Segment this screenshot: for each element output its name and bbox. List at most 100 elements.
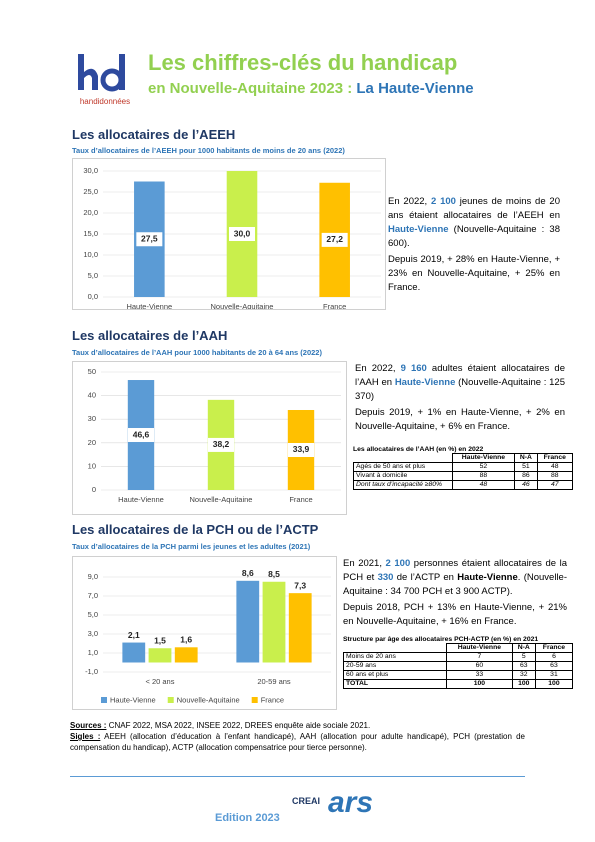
chart-title: Taux d’allocataires de l’AEEH pour 1000 … — [72, 146, 345, 155]
paragraph-line: En 2022, 2 100 jeunes de moins de 20 ans… — [388, 195, 560, 251]
text-run: adultes étaient allocataires de l’AAH en — [355, 363, 565, 388]
cell: 100 — [511, 679, 536, 689]
edition: Edition 2023 — [215, 812, 280, 824]
column-header: N-A — [514, 453, 538, 463]
value-label-box — [128, 428, 154, 443]
value-label-box — [321, 232, 348, 247]
legend-label: France — [261, 695, 284, 704]
bar — [236, 580, 260, 663]
chart-title: Taux d’allocataires de la PCH parmi les … — [72, 542, 311, 551]
value-label: 7,3 — [294, 580, 306, 590]
y-tick-label: 1,0 — [88, 648, 98, 657]
text-run: Haute-Vienne — [457, 572, 518, 583]
x-tick-label: < 20 ans — [146, 677, 175, 686]
subtitle-text: en Nouvelle-Aquitaine 2023 : — [148, 80, 357, 97]
value-label-box — [208, 437, 234, 452]
cell: 48 — [451, 480, 516, 490]
table-block: Les allocataires de l’AAH (en %) en 2022… — [353, 446, 574, 490]
text-run: Sources : — [70, 721, 107, 730]
cell: 47 — [536, 480, 574, 490]
cell: 100 — [446, 679, 513, 689]
row-label: TOTAL — [342, 679, 448, 689]
x-tick-label: Nouvelle-Aquitaine — [190, 495, 253, 504]
text-run: 2 100 — [385, 558, 411, 569]
sigles: Sigles : AEEH (allocation d’éducation à … — [70, 731, 525, 753]
subtitle-place: La Haute-Vienne — [356, 80, 474, 97]
value-label: 1,6 — [180, 635, 192, 645]
table-block: Structure par âge des allocataires PCH-A… — [342, 636, 574, 689]
legend-swatch — [167, 697, 174, 703]
text-run: En 2021, — [343, 558, 386, 569]
text-run: 9 160 — [400, 363, 427, 374]
y-tick-label: 7,0 — [88, 591, 98, 600]
value-label-box — [288, 442, 314, 457]
value-label: 2,1 — [128, 630, 140, 640]
table: Haute-Vienne N-A France Moins de 20 ans 7 5 6 2… — [342, 643, 574, 689]
column-header: France — [536, 453, 574, 463]
y-tick-label: -1,0 — [85, 667, 98, 676]
paragraph-line: En 2022, 9 160 adultes étaient allocatai… — [355, 362, 565, 404]
chart: 0 10 20 30 40 50 Haute-Vienne 46,6 Nouvelle-Aqui… — [72, 361, 347, 515]
cell: 5 — [511, 652, 536, 662]
text-run: Depuis 2018, PCH + 13% en Haute-Vienne, … — [343, 602, 567, 627]
text-run: Depuis 2019, + 28% en Haute-Vienne, + 23… — [388, 254, 560, 293]
value-label: 1,5 — [154, 636, 166, 646]
row-label: Dont taux d’incapacité ≥80% — [353, 480, 453, 490]
partner-logo: CREAI — [292, 796, 321, 806]
section-heading: Les allocataires de la PCH ou de l’ACTP — [72, 522, 319, 537]
table-row: Vivant à domicile 88 86 88 — [353, 471, 574, 481]
value-label: 33,9 — [293, 444, 310, 454]
table-title: Structure par âge des allocataires PCH-A… — [343, 636, 539, 643]
y-tick-label: 10 — [88, 461, 96, 470]
text-run: 2 100 — [431, 196, 456, 207]
cell: 6 — [534, 652, 574, 662]
paragraph: En 2022, 2 100 jeunes de moins de 20 ans… — [388, 195, 560, 297]
text-run: En 2022, — [355, 363, 401, 374]
section-heading: Les allocataires de l’AEEH — [72, 127, 236, 142]
text-run: personnes étaient allocataires de la PCH… — [343, 558, 567, 583]
y-tick-label: 0,0 — [88, 292, 98, 301]
value-label: 30,0 — [234, 228, 251, 238]
row-label: 20-59 ans — [342, 661, 448, 671]
text-run: Sigles : — [70, 732, 101, 741]
separator — [70, 776, 525, 777]
y-tick-label: 30 — [88, 414, 96, 423]
row-label: Moins de 20 ans — [342, 652, 448, 662]
table-row: Dont taux d’incapacité ≥80% 48 46 47 — [353, 480, 574, 490]
text-run: Haute-Vienne — [388, 224, 449, 235]
y-tick-label: 9,0 — [88, 572, 98, 581]
bar — [122, 642, 146, 663]
cell: 32 — [511, 670, 536, 680]
x-tick-label: 20-59 ans — [257, 677, 291, 686]
cell: 86 — [514, 471, 538, 481]
bar — [174, 647, 198, 663]
value-label: 46,6 — [133, 429, 150, 439]
table-corner — [343, 643, 448, 653]
cell: 46 — [514, 480, 538, 490]
x-tick-label: Haute-Vienne — [126, 302, 172, 310]
section-heading: Les allocataires de l’AAH — [72, 328, 228, 343]
value-label: 8,5 — [268, 569, 280, 579]
value-label-box — [136, 232, 163, 247]
y-tick-label: 15,0 — [83, 229, 98, 238]
x-tick-label: Haute-Vienne — [118, 495, 164, 504]
value-label: 27,2 — [326, 234, 343, 244]
title: Les chiffres-clés du handicap — [148, 50, 458, 75]
value-label: 8,6 — [242, 568, 254, 578]
legend-swatch — [251, 697, 258, 703]
paragraph-line: En 2021, 2 100 personnes étaient allocat… — [343, 557, 567, 599]
y-tick-label: 40 — [88, 391, 96, 400]
footer-notes: Sources : CNAF 2022, MSA 2022, INSEE 202… — [70, 720, 525, 753]
logo-text: handidonnées — [80, 97, 130, 106]
column-header: N-A — [511, 643, 536, 653]
x-tick-label: France — [289, 495, 312, 504]
table-row: 20-59 ans 60 63 63 — [342, 661, 574, 671]
paragraph: En 2022, 9 160 adultes étaient allocatai… — [355, 362, 565, 436]
text-run: (Nouvelle-Aquitaine : 38 600). — [388, 224, 560, 249]
text-run: CNAF 2022, MSA 2022, INSEE 2022, DREES e… — [106, 721, 371, 730]
paragraph-line: Depuis 2019, + 28% en Haute-Vienne, + 23… — [388, 253, 560, 295]
table-header: Haute-Vienne N-A France — [353, 453, 574, 463]
y-tick-label: 50 — [88, 367, 96, 376]
y-tick-label: 10,0 — [83, 250, 98, 259]
